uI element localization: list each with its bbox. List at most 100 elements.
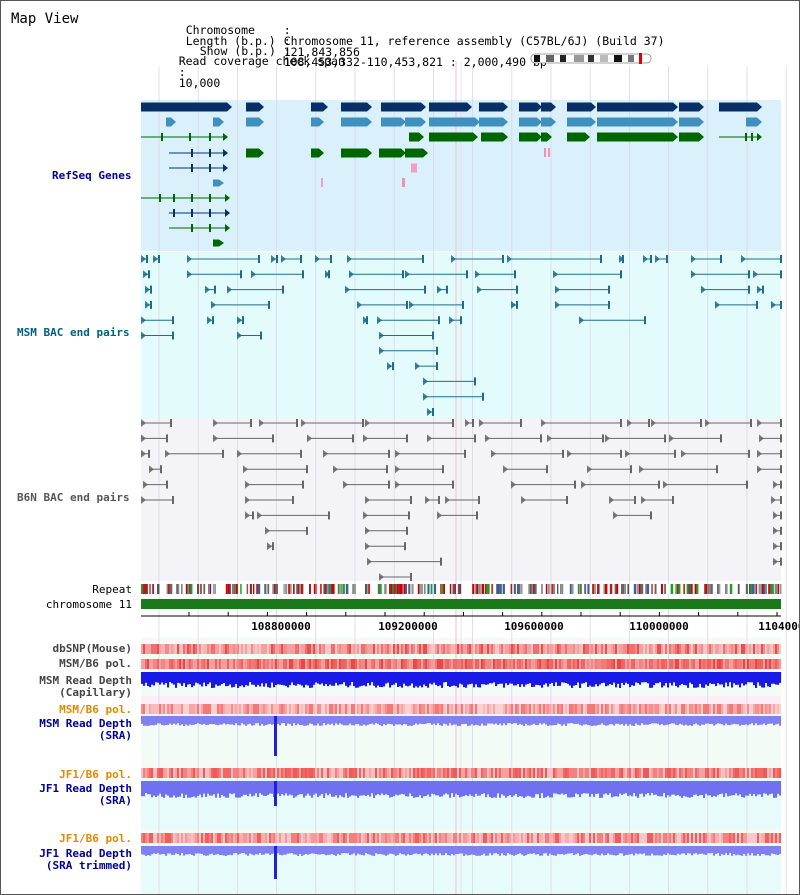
b6n-pair-end (663, 480, 668, 489)
jf1-trim-depth (357, 846, 360, 854)
track-label-msm-depth-capillary[interactable]: MSM Read Depth (39, 674, 132, 687)
msm-pol-cell (709, 659, 712, 669)
jf1-pol2-cell (505, 833, 508, 843)
msm-sra-depth (155, 716, 158, 725)
track-label-msm-pol[interactable]: MSM/B6 pol. (59, 657, 132, 670)
msm-pol-cell (685, 659, 688, 669)
jf1-trim-depth (151, 846, 154, 855)
jf1-pol2-cell (773, 833, 776, 843)
msm-pol2-cell (227, 704, 230, 714)
jf1-sra-depth (539, 781, 542, 798)
msm-pol2-cell (467, 704, 470, 714)
msm-cap-depth (303, 672, 306, 688)
dbsnp-cell (483, 644, 486, 654)
jf1-trim-depth (249, 846, 252, 854)
gene-block (141, 102, 227, 112)
jf1-pol2-cell (183, 833, 186, 843)
msm-sra-depth (199, 716, 202, 724)
chromosome-ideogram[interactable] (530, 52, 654, 66)
msm-pol-cell (151, 659, 154, 669)
dbsnp-cell (425, 644, 428, 654)
jf1-pol-cell (367, 768, 370, 778)
jf1-pol2-cell (409, 833, 412, 843)
b6n-pair-end (664, 434, 666, 443)
track-label-msm-pol-2[interactable]: MSM/B6 pol. (59, 703, 132, 716)
repeat-mark (285, 584, 288, 594)
jf1-pol2-cell (631, 833, 634, 843)
jf1-trim-depth (523, 846, 526, 856)
jf1-pol-cell (343, 768, 346, 778)
msm-cap-depth (371, 672, 374, 683)
repeat-mark (677, 584, 679, 594)
track-label-jf1-depth-trim[interactable]: JF1 Read Depth (39, 847, 132, 860)
msm-sra-depth (239, 716, 242, 726)
dbsnp-cell (309, 644, 312, 654)
msm-sra-depth (355, 716, 358, 725)
jf1-pol2-cell (317, 833, 320, 843)
msm-pol2-cell (587, 704, 590, 714)
jf1-pol2-cell (549, 833, 552, 843)
jf1-pol-cell (159, 768, 162, 778)
msm-pol2-cell (193, 704, 196, 714)
msm-pol-cell (313, 659, 316, 669)
msm-sra-depth (659, 716, 662, 726)
msm-pol2-cell (637, 704, 640, 714)
msm-pol2-cell (473, 704, 476, 714)
track-label-dbsnp[interactable]: dbSNP(Mouse) (52, 642, 132, 655)
msm-pair-end (302, 270, 304, 279)
msm-cap-depth (713, 672, 716, 684)
jf1-pol-cell (689, 768, 692, 778)
jf1-pol2-cell (681, 833, 684, 843)
jf1-pol-cell (187, 768, 190, 778)
jf1-trim-depth (629, 846, 632, 855)
track-label-msm-bac[interactable]: MSM BAC end pairs (17, 326, 130, 339)
msm-pol-cell (529, 659, 532, 669)
msm-sra-depth (289, 716, 292, 725)
track-label-jf1-depth-sra[interactable]: JF1 Read Depth (39, 782, 132, 795)
jf1-trim-depth (245, 846, 248, 855)
msm-pol-cell (599, 659, 602, 669)
msm-cap-depth (401, 672, 404, 688)
dbsnp-cell (631, 644, 634, 654)
track-label-jf1-pol[interactable]: JF1/B6 pol. (59, 768, 132, 781)
msm-pol-cell (421, 659, 424, 669)
msm-sra-depth (577, 716, 580, 724)
track-label-msm-depth-sra[interactable]: MSM Read Depth (39, 717, 132, 730)
jf1-pol2-cell (659, 833, 662, 843)
gene-block (429, 132, 473, 142)
track-label-refseq[interactable]: RefSeq Genes (52, 169, 132, 182)
msm-pol2-cell (395, 704, 398, 714)
jf1-trim-depth (493, 846, 496, 854)
msm-sra-depth (729, 716, 732, 726)
dbsnp-cell (183, 644, 186, 654)
jf1-pol2-cell (259, 833, 262, 843)
msm-cap-depth (457, 672, 460, 688)
jf1-trim-depth (281, 846, 284, 856)
jf1-pol2-cell (305, 833, 308, 843)
jf1-trim-depth (269, 846, 272, 855)
msm-pair-end (148, 270, 150, 279)
jf1-sra-depth (553, 781, 556, 794)
msm-pol2-cell (169, 704, 172, 714)
dbsnp-cell (629, 644, 632, 654)
jf1-sra-depth (297, 781, 300, 795)
msm-cap-depth (251, 672, 254, 685)
jf1-pol-cell (713, 768, 716, 778)
repeat-mark (641, 584, 644, 594)
msm-pol2-cell (243, 704, 246, 714)
repeat-mark (353, 584, 357, 594)
dbsnp-cell (721, 644, 724, 654)
jf1-trim-depth (555, 846, 558, 856)
msm-cap-depth (395, 672, 398, 683)
track-label-b6n-bac[interactable]: B6N BAC end pairs (17, 491, 130, 504)
msm-pol-cell (337, 659, 340, 669)
msm-cap-depth (169, 672, 172, 683)
jf1-trim-depth (235, 846, 238, 854)
track-label-jf1-pol-2[interactable]: JF1/B6 pol. (59, 832, 132, 845)
jf1-sra-depth (499, 781, 502, 798)
jf1-pol2-cell (229, 833, 232, 843)
dbsnp-cell (489, 644, 492, 654)
msm-pol2-cell (549, 704, 552, 714)
jf1-pol2-cell (699, 833, 702, 843)
